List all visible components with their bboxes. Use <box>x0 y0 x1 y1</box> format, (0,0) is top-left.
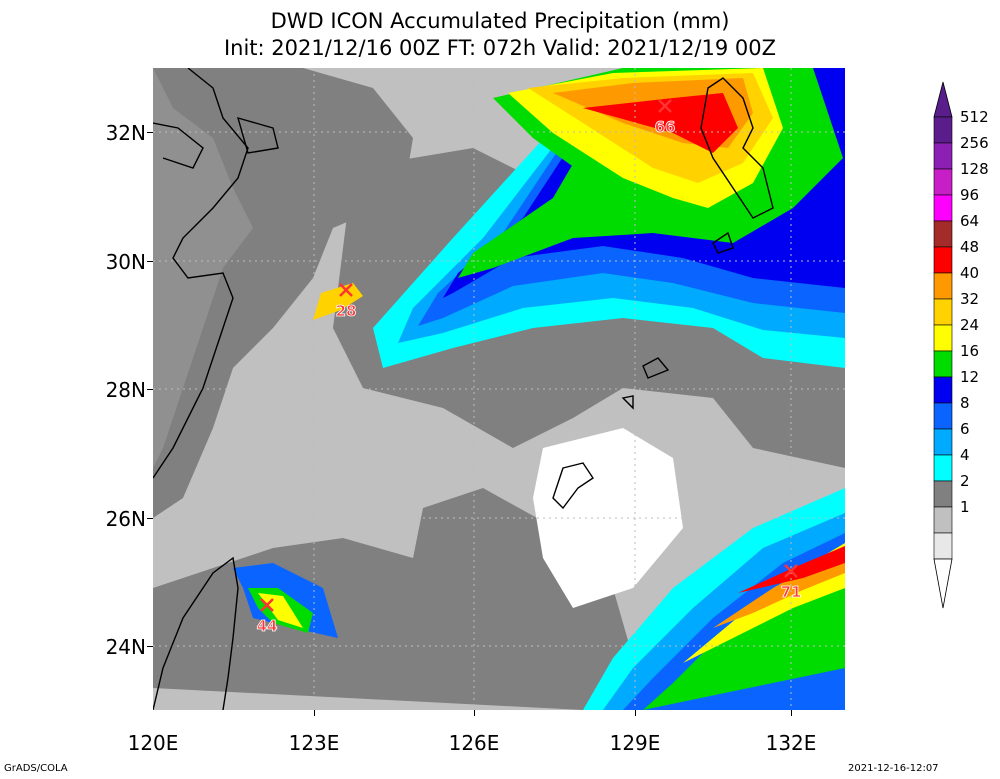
coastlines <box>153 68 774 710</box>
marker-71: 71 <box>780 564 802 601</box>
legend-level-2: 2 <box>960 472 970 490</box>
color-legend <box>933 81 953 609</box>
marker-66: 66 <box>654 99 676 136</box>
lat-label-28n: 28N <box>105 378 146 402</box>
marker-44: 44 <box>256 598 278 635</box>
legend-level-40: 40 <box>960 264 980 282</box>
legend-level-12: 12 <box>960 368 980 386</box>
legend-level-8: 8 <box>960 394 970 412</box>
legend-level-128: 128 <box>960 160 989 178</box>
lon-label-129e: 129E <box>609 731 661 755</box>
marker-28: 28 <box>335 283 357 320</box>
legend-level-4: 4 <box>960 446 970 464</box>
lat-label-32n: 32N <box>105 121 146 145</box>
lon-label-126e: 126E <box>448 731 500 755</box>
legend-level-16: 16 <box>960 342 980 360</box>
marker-label-71: 71 <box>781 583 802 601</box>
legend-level-96: 96 <box>960 186 980 204</box>
legend-level-64: 64 <box>960 212 980 230</box>
lat-label-24n: 24N <box>105 635 146 659</box>
footer-timestamp: 2021-12-16-12:07 <box>848 763 939 774</box>
marker-label-28: 28 <box>336 302 357 320</box>
legend-level-1: 1 <box>960 498 970 516</box>
lat-label-26n: 26N <box>105 507 146 531</box>
precipitation-field: 28 44 66 71 <box>153 68 845 710</box>
lon-label-123e: 123E <box>288 731 340 755</box>
map-subtitle: Init: 2021/12/16 00Z FT: 072h Valid: 202… <box>223 36 777 60</box>
marker-label-44: 44 <box>257 617 278 635</box>
legend-level-256: 256 <box>960 134 989 152</box>
lat-label-30n: 30N <box>105 250 146 274</box>
precipitation-map: 28 44 66 71 <box>153 68 845 710</box>
legend-level-24: 24 <box>960 316 980 334</box>
map-title: DWD ICON Accumulated Precipitation (mm) <box>270 9 730 33</box>
footer-credit: GrADS/COLA <box>4 763 68 774</box>
lon-label-120e: 120E <box>127 731 179 755</box>
marker-label-66: 66 <box>655 118 676 136</box>
legend-level-512: 512 <box>960 108 989 126</box>
max-markers: 28 44 66 71 <box>256 99 802 635</box>
lon-label-132e: 132E <box>765 731 817 755</box>
legend-level-6: 6 <box>960 420 970 438</box>
legend-level-48: 48 <box>960 238 980 256</box>
legend-level-32: 32 <box>960 290 980 308</box>
